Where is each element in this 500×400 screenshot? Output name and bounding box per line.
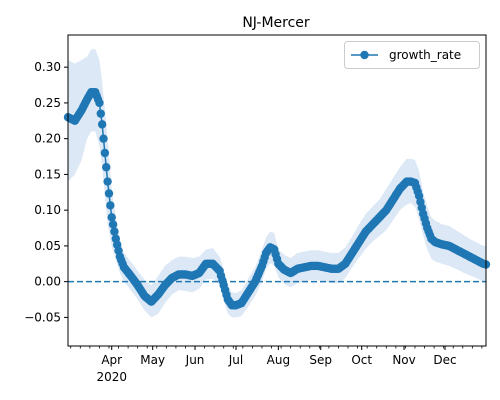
data-point bbox=[102, 163, 111, 172]
legend-marker-swatch bbox=[360, 50, 369, 60]
data-point bbox=[103, 177, 112, 186]
legend-box bbox=[344, 41, 480, 69]
data-point bbox=[107, 213, 116, 222]
chart-title: NJ-Mercer bbox=[242, 15, 310, 31]
data-point bbox=[110, 227, 119, 236]
y-tick-label: 0.00 bbox=[34, 275, 61, 289]
x-tick-label: Aug bbox=[267, 353, 290, 367]
x-tick-label: Sep bbox=[309, 353, 332, 367]
y-tick-label: 0.15 bbox=[34, 167, 61, 181]
y-tick-label: 0.05 bbox=[34, 239, 61, 253]
x-tick-label: Apr bbox=[101, 353, 122, 367]
data-point bbox=[100, 148, 110, 158]
data-point bbox=[99, 134, 108, 143]
x-tick-sublabel: 2020 bbox=[96, 370, 127, 384]
data-point bbox=[104, 189, 114, 198]
legend: growth_rate bbox=[344, 41, 480, 69]
x-tick-label: Oct bbox=[351, 353, 372, 367]
x-tick-label: May bbox=[140, 353, 165, 367]
plot-frame bbox=[67, 34, 487, 347]
data-point bbox=[97, 120, 107, 129]
y-axis: −0.05 0.00 0.05 0.10 0.15 0.20 0.25 0.30 bbox=[24, 60, 68, 324]
data-point bbox=[106, 201, 115, 210]
data-point bbox=[96, 109, 105, 118]
x-tick-label: Jun bbox=[185, 353, 205, 367]
y-tick-label: 0.30 bbox=[34, 60, 61, 74]
y-tick-label: −0.05 bbox=[24, 310, 61, 324]
x-tick-label: Dec bbox=[433, 353, 456, 367]
y-tick-label: 0.10 bbox=[34, 203, 61, 217]
x-tick-label: Nov bbox=[392, 353, 415, 367]
legend-label: growth_rate bbox=[389, 48, 461, 62]
x-tick-label: Jul bbox=[228, 353, 243, 367]
data-point bbox=[108, 220, 118, 229]
y-tick-label: 0.20 bbox=[34, 132, 61, 146]
x-axis: Apr 2020 May Jun Jul Aug Sep Oct Nov Dec bbox=[70, 346, 483, 384]
y-tick-label: 0.25 bbox=[34, 96, 61, 110]
data-point bbox=[95, 98, 104, 108]
series-points-layer bbox=[63, 88, 491, 310]
